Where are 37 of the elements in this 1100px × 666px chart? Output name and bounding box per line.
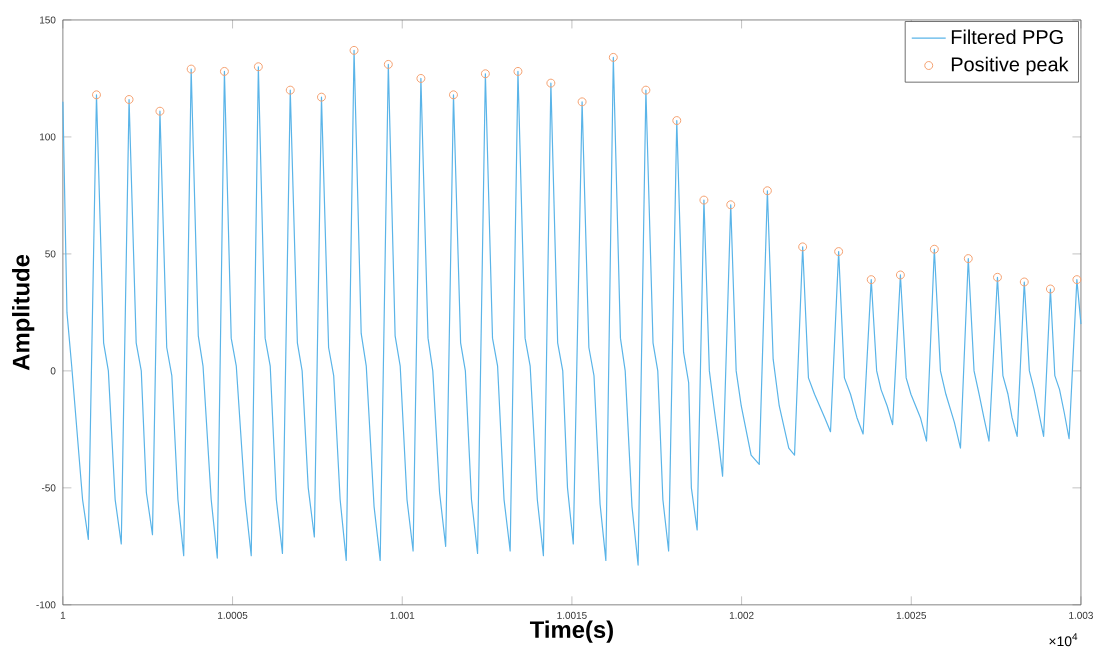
point [798, 242, 808, 252]
point [895, 270, 905, 280]
point [186, 64, 196, 74]
y-axis-title: Amplitude [12, 254, 35, 370]
point [155, 106, 165, 116]
point [762, 185, 772, 195]
point [480, 68, 490, 78]
point [219, 66, 229, 76]
point [449, 90, 458, 99]
point [577, 97, 587, 106]
point [1072, 274, 1082, 284]
point [124, 94, 134, 104]
point [726, 199, 736, 209]
point [834, 246, 844, 256]
point [992, 272, 1002, 282]
legend-label: Positive peak [951, 56, 1069, 75]
point [416, 73, 426, 83]
point [349, 45, 359, 55]
point [92, 90, 101, 99]
point [546, 78, 556, 88]
point [672, 115, 682, 125]
point [699, 195, 709, 205]
point [383, 59, 393, 69]
point [253, 61, 263, 71]
point [641, 85, 651, 95]
point [608, 52, 618, 62]
line-series [62, 49, 1082, 566]
legend-label: Filtered PPG [951, 29, 1063, 44]
point [929, 244, 939, 254]
x-axis-title: Time(s) [529, 620, 613, 643]
point [1019, 277, 1029, 287]
point [963, 253, 973, 263]
point [1045, 284, 1055, 294]
point [285, 85, 295, 95]
point [513, 66, 523, 76]
point [866, 274, 876, 284]
point [317, 92, 326, 102]
